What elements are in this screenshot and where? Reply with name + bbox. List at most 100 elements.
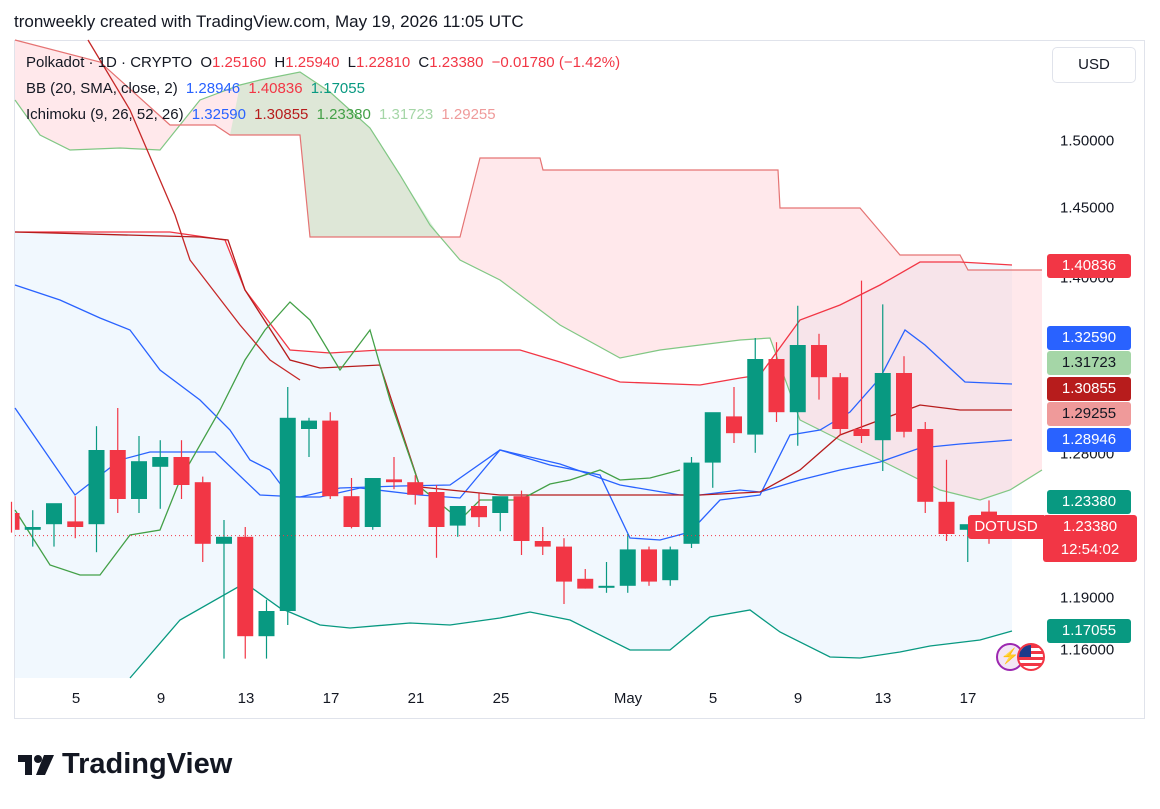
- price-label-ichi-conversion: 1.32590: [1047, 326, 1131, 350]
- ichimoku-cloud-bullish: [230, 72, 440, 237]
- ichi-base-value: 1.30855: [254, 106, 309, 123]
- change-value: −0.01780 (−1.42%): [491, 54, 621, 71]
- x-tick-label: 13: [237, 690, 255, 707]
- candle-body: [15, 513, 20, 530]
- x-tick-label: 13: [874, 690, 892, 707]
- candle: [449, 506, 466, 537]
- candle: [534, 527, 551, 555]
- y-tick-label: 1.16000: [1060, 641, 1115, 659]
- bb-upper-prior-line: [87, 39, 301, 381]
- candle: [67, 496, 84, 539]
- ichimoku-span-a-line: [14, 71, 1043, 501]
- candle: [747, 338, 764, 453]
- bar-countdown: 12:54:02: [1060, 541, 1120, 558]
- candle-body: [556, 546, 572, 582]
- chart-header: tronweekly created with TradingView.com,…: [14, 12, 524, 31]
- x-tick-label: 21: [407, 690, 425, 707]
- candle: [88, 426, 105, 553]
- candle-body: [173, 457, 190, 485]
- ichimoku-label[interactable]: Ichimoku (9, 26, 52, 26): [26, 106, 184, 123]
- price-label-ichi-base: 1.30855: [1047, 377, 1131, 401]
- high-value: 1.25940: [285, 54, 340, 71]
- candle: [173, 440, 190, 499]
- legend-ohlc: Polkadot · 1D · CRYPTO O1.25160 H1.25940…: [26, 54, 621, 71]
- candle: [726, 387, 742, 443]
- bb-basis-line: [14, 407, 1013, 498]
- candle-body: [492, 496, 509, 513]
- ichimoku-lagging-line: [14, 301, 681, 576]
- x-tick-label: 17: [959, 690, 977, 707]
- candle-body: [683, 462, 700, 544]
- candle-body: [896, 373, 912, 432]
- candle: [683, 457, 700, 548]
- x-tick-label: 9: [793, 690, 803, 707]
- x-tick-label: 17: [322, 690, 340, 707]
- x-tick-label: 25: [492, 690, 510, 707]
- candle-body: [258, 611, 275, 637]
- x-tick-label: 5: [71, 690, 81, 707]
- candle-body: [194, 482, 211, 544]
- low-value: 1.22810: [356, 54, 411, 71]
- candle-body: [811, 345, 827, 378]
- price-label-bb-lower: 1.17055: [1047, 619, 1131, 643]
- candle: [322, 412, 339, 499]
- candle-body: [471, 506, 487, 518]
- y-tick-label: 1.19000: [1060, 589, 1115, 607]
- candle: [216, 520, 232, 659]
- tradingview-logo[interactable]: TradingView: [18, 748, 232, 781]
- candle: [513, 490, 530, 555]
- last-price-tag: 1.23380 12:54:02: [1043, 515, 1137, 562]
- candle: [279, 387, 296, 625]
- bb-label[interactable]: BB (20, SMA, close, 2): [26, 80, 178, 97]
- candle-body: [67, 521, 84, 527]
- close-value: 1.23380: [429, 54, 484, 71]
- candle-body: [577, 578, 594, 589]
- candle: [258, 599, 275, 659]
- candle: [768, 342, 785, 422]
- candle-body: [88, 450, 105, 525]
- candle: [386, 457, 402, 490]
- candle-body: [641, 549, 657, 582]
- candle: [832, 373, 849, 435]
- us-flag-icon[interactable]: [1017, 643, 1045, 671]
- ichi-conversion-value: 1.32590: [191, 106, 246, 123]
- candle: [704, 412, 721, 488]
- candle: [917, 422, 934, 513]
- currency-button[interactable]: USD: [1052, 47, 1136, 83]
- candle-body: [322, 420, 339, 497]
- candle: [343, 478, 360, 529]
- candle-body: [832, 377, 849, 429]
- x-tick-label: 9: [156, 690, 166, 707]
- candle: [556, 538, 572, 604]
- candle: [959, 524, 976, 562]
- x-tick-label: 5: [708, 690, 718, 707]
- candle: [24, 510, 41, 547]
- candle: [471, 493, 487, 527]
- candle-body: [279, 417, 296, 611]
- candle: [598, 562, 615, 593]
- candle-body: [109, 450, 126, 499]
- candle: [364, 478, 381, 530]
- candle-body: [768, 359, 785, 413]
- price-label-bb-basis: 1.28946: [1047, 428, 1131, 452]
- price-label-ichi-span-a: 1.31723: [1047, 351, 1131, 375]
- candle: [577, 569, 594, 589]
- candle-body: [449, 506, 466, 526]
- candle: [789, 305, 806, 446]
- candle: [641, 546, 657, 586]
- price-label-ichi-span-b: 1.29255: [1047, 402, 1131, 426]
- candle: [619, 534, 636, 593]
- bb-lower-line: [129, 582, 1013, 679]
- candle-body: [301, 420, 317, 429]
- candle-body: [534, 541, 551, 547]
- candle-body: [46, 503, 62, 525]
- ichimoku-cloud-bearish: [15, 40, 1042, 500]
- candle: [237, 527, 254, 659]
- symbol-label[interactable]: Polkadot · 1D · CRYPTO: [26, 54, 193, 71]
- candle-body: [152, 457, 169, 467]
- candle: [938, 459, 955, 541]
- candle-body: [598, 585, 615, 588]
- price-label-ichi-lagging: 1.23380: [1047, 490, 1131, 514]
- brand-name: TradingView: [62, 748, 233, 780]
